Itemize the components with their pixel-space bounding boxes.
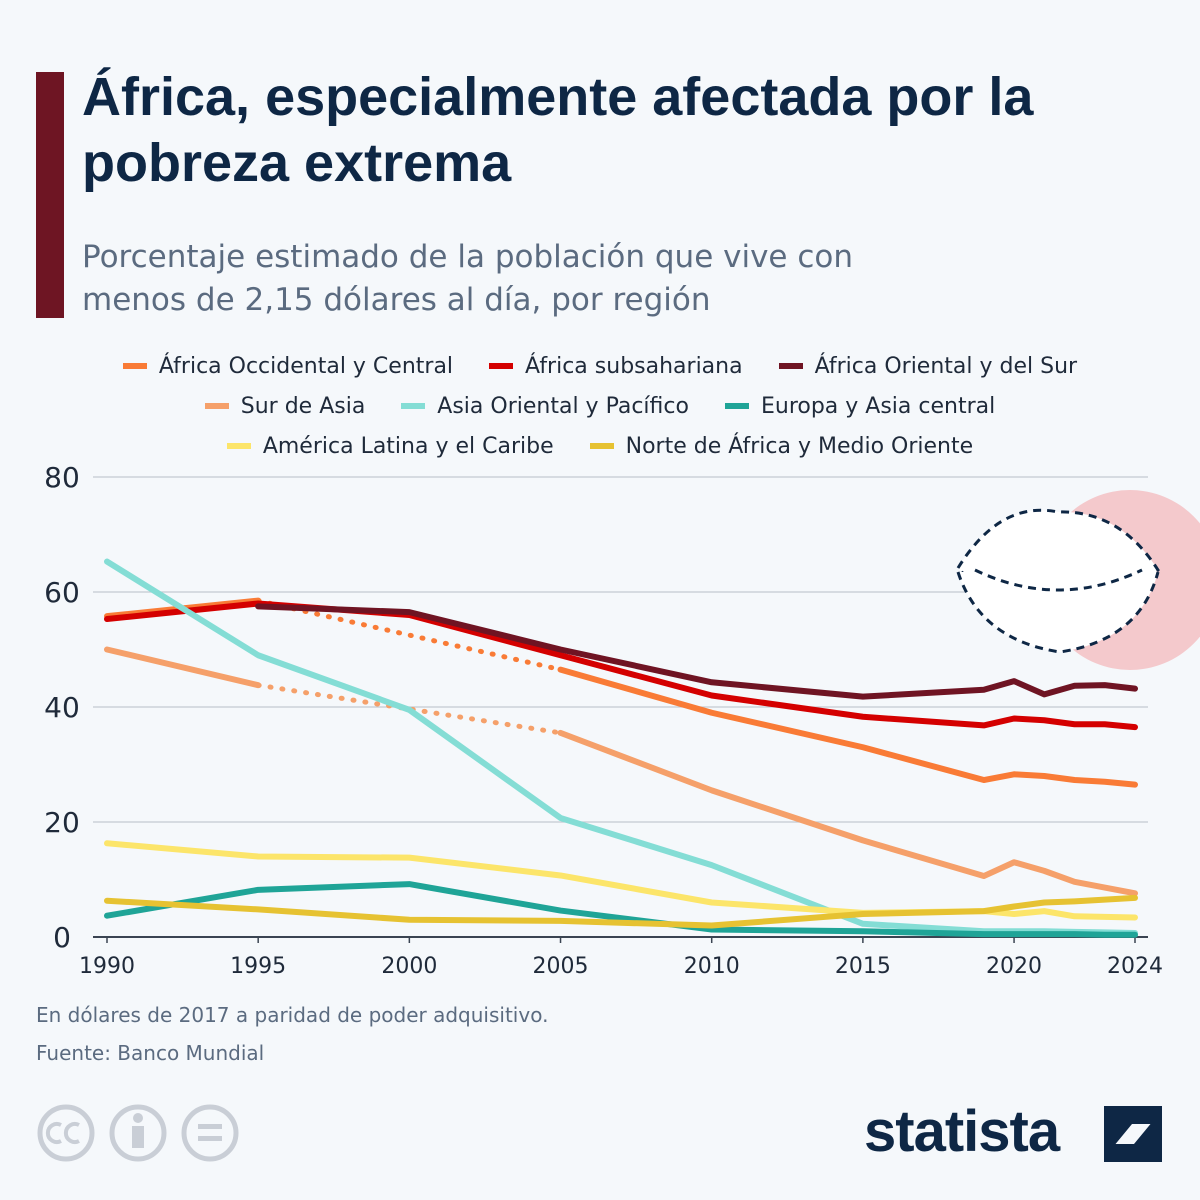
note: En dólares de 2017 a paridad de poder ad… — [36, 1003, 549, 1027]
brand: statista — [864, 1099, 1060, 1164]
legend-label: África Oriental y del Sur — [814, 353, 1078, 379]
series-line — [557, 729, 1138, 897]
subtitle: Porcentaje estimado de la población que … — [82, 239, 854, 318]
x-tick-label: 2005 — [533, 954, 589, 979]
y-tick-label: 0 — [53, 921, 71, 954]
legend-item: Sur de Asia — [204, 392, 366, 420]
legend-item: África Oriental y del Sur — [778, 352, 1078, 380]
title-bar — [36, 72, 64, 318]
y-tick-label: 80 — [44, 461, 80, 494]
brand-logo — [1104, 1106, 1162, 1162]
legend-item: América Latina y el Caribe — [226, 432, 554, 460]
gap-line — [255, 682, 564, 736]
x-tick-label: 2024 — [1107, 954, 1163, 979]
legend-item: Asia Oriental y Pacífico — [401, 392, 689, 420]
series-line — [104, 881, 1138, 938]
legend-swatch — [401, 403, 426, 409]
x-tick-label: 2010 — [684, 954, 740, 979]
legend-swatch — [204, 403, 229, 409]
series-line — [255, 603, 1138, 700]
source: Fuente: Banco Mundial — [36, 1041, 265, 1065]
legend-swatch — [778, 363, 803, 369]
series-line — [104, 894, 1138, 929]
legend-swatch — [589, 443, 614, 449]
x-tick-label: 2000 — [381, 954, 437, 979]
legend: África Occidental y Central África subsah… — [40, 352, 1160, 460]
legend-item: África Occidental y Central — [122, 352, 454, 380]
legend-label: África subsahariana — [525, 353, 743, 379]
x-tick-label: 1995 — [230, 954, 286, 979]
legend-label: Asia Oriental y Pacífico — [437, 393, 689, 419]
series-line — [104, 840, 1138, 921]
y-tick-label: 20 — [44, 806, 80, 839]
legend-label: Sur de Asia — [240, 393, 366, 419]
x-tick-label: 2020 — [986, 954, 1042, 979]
legend-item: África subsahariana — [489, 352, 743, 380]
legend-swatch — [489, 363, 514, 369]
plot — [93, 476, 1148, 943]
series-line — [104, 646, 262, 689]
title: África, especialmente afectada por la po… — [82, 67, 1034, 193]
legend-swatch — [724, 403, 749, 409]
license-icons — [37, 1104, 239, 1162]
legend-swatch — [226, 443, 251, 449]
gap-line — [255, 598, 564, 673]
legend-label: Norte de África y Medio Oriente — [625, 433, 974, 459]
series-line — [557, 666, 1138, 788]
x-tick-label: 2015 — [835, 954, 891, 979]
legend-label: Europa y Asia central — [760, 393, 996, 419]
legend-item: Norte de África y Medio Oriente — [589, 432, 974, 460]
x-tick-label: 1990 — [79, 954, 135, 979]
legend-swatch — [122, 363, 147, 369]
legend-label: África Occidental y Central — [158, 353, 454, 379]
decoration — [956, 490, 1200, 670]
y-tick-label: 40 — [44, 691, 80, 724]
legend-label: América Latina y el Caribe — [262, 433, 554, 459]
y-tick-label: 60 — [44, 576, 80, 609]
legend-item: Europa y Asia central — [724, 392, 996, 420]
